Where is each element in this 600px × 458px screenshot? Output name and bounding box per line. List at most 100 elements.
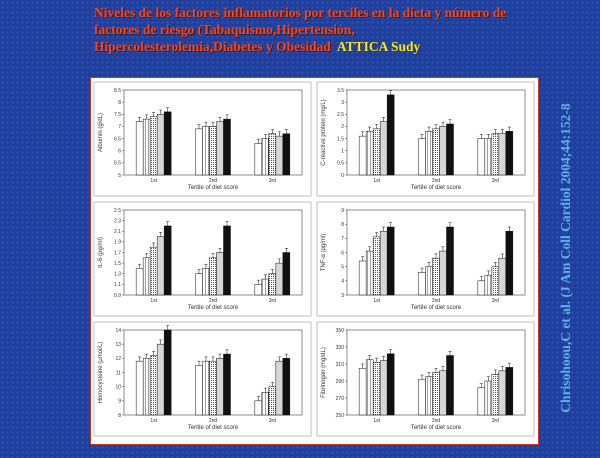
category-label: 3rd <box>492 178 499 184</box>
bar <box>142 118 151 176</box>
bar <box>446 226 454 296</box>
bar <box>261 278 270 296</box>
y-tick-label: 1.3 <box>114 272 121 278</box>
y-axis-label: Fibrinogen (mg/dL) <box>321 347 327 398</box>
bar <box>358 135 367 176</box>
bar <box>491 133 500 176</box>
bar <box>372 128 381 176</box>
y-tick-label: 3 <box>341 100 344 106</box>
y-tick-label: 6 <box>341 250 344 256</box>
bar <box>149 355 158 416</box>
bar <box>439 250 447 296</box>
y-tick-label: 8.5 <box>114 88 121 94</box>
y-tick-label: 5 <box>118 173 121 179</box>
y-tick-label: 1.9 <box>114 240 121 246</box>
y-tick-label: 8 <box>118 100 121 106</box>
chart-frame <box>93 201 312 317</box>
chart-5: 8 9 10 11 12 13 14 Homocysteine (μmol/L) 1st 2nd 3… <box>93 321 312 437</box>
chart-frame <box>316 81 535 197</box>
y-tick-label: 0.9 <box>114 293 121 299</box>
y-axis-label: IL-6 (pg/ml) <box>98 237 104 268</box>
bar <box>418 379 426 416</box>
x-axis-label: Tertile of diet score <box>411 185 462 191</box>
bar <box>386 94 395 176</box>
y-tick-label: 1.5 <box>337 136 344 142</box>
y-tick-label: 12 <box>115 356 121 362</box>
figure-panel: 5 5.5 6 6.5 7 7.5 8 8.5 Albumin (g/dL) 1st 2nd 3rd T… <box>90 77 539 445</box>
bar <box>202 360 210 416</box>
bar <box>195 128 203 176</box>
bar <box>491 266 500 296</box>
y-tick-label: 290 <box>336 379 345 385</box>
y-axis-label: C-reactive protein (mg/L) <box>321 99 327 165</box>
bar <box>386 353 395 416</box>
bar <box>477 138 486 176</box>
bar <box>425 376 433 416</box>
citation: Chrisohoou,C et al. (J Am Coll Cardiol 2… <box>558 103 573 413</box>
category-label: 3rd <box>269 298 276 304</box>
bar <box>282 252 291 296</box>
y-tick-label: 0 <box>341 173 344 179</box>
y-axis-label: TNF-α (pg/ml) <box>321 234 327 271</box>
bar <box>216 358 224 416</box>
chart-2: 0 0.5 1 1.5 2 2.5 3 3.5 C-reactive protein (mg/L… <box>316 81 535 197</box>
bar <box>446 123 454 176</box>
bar <box>358 260 367 296</box>
category-label: 1st <box>150 298 157 304</box>
y-tick-label: 8 <box>118 413 121 419</box>
y-tick-label: 7 <box>118 124 121 130</box>
y-tick-label: 2.5 <box>114 208 121 214</box>
bar <box>268 273 277 296</box>
bar <box>386 226 395 296</box>
chart-1: 5 5.5 6 6.5 7 7.5 8 8.5 Albumin (g/dL) 1st 2nd 3rd T… <box>93 81 312 197</box>
category-label: 2nd <box>209 418 218 424</box>
bar <box>432 257 440 296</box>
bar <box>439 126 447 176</box>
bar <box>477 387 486 416</box>
bar <box>425 266 433 296</box>
bar <box>202 268 210 296</box>
study-name: ATTICA Sudy <box>336 39 421 54</box>
bar <box>223 118 231 176</box>
category-label: 3rd <box>269 178 276 184</box>
chart-frame <box>93 81 312 197</box>
bar <box>209 257 217 296</box>
bar <box>254 400 263 416</box>
category-label: 1st <box>150 178 157 184</box>
x-axis-label: Tertile of diet score <box>188 305 239 311</box>
title-text: Niveles de los factores inflamatorios po… <box>94 5 507 54</box>
category-label: 3rd <box>492 418 499 424</box>
y-tick-label: 10 <box>115 384 121 390</box>
y-tick-label: 270 <box>336 396 345 402</box>
slide-title: Niveles de los factores inflamatorios po… <box>94 4 524 55</box>
y-tick-label: 7 <box>341 236 344 242</box>
y-tick-label: 250 <box>336 413 345 419</box>
bar <box>432 372 440 416</box>
y-tick-label: 8 <box>341 222 344 228</box>
y-tick-label: 1.7 <box>114 250 121 256</box>
y-tick-label: 0.5 <box>337 161 344 167</box>
bar <box>163 111 172 176</box>
bar <box>282 133 291 176</box>
category-label: 2nd <box>432 418 441 424</box>
y-tick-label: 5 <box>341 264 344 270</box>
y-tick-label: 9 <box>341 208 344 214</box>
chart-4: 3 4 5 6 7 8 9 TNF-α (pg/ml) 1st 2nd 3rd Tertile of … <box>316 201 535 317</box>
y-tick-label: 1.1 <box>114 282 121 288</box>
bar <box>498 257 507 296</box>
bar <box>142 257 151 296</box>
bar <box>156 343 165 416</box>
bar <box>142 358 151 416</box>
bar <box>195 273 203 296</box>
bar <box>163 329 172 416</box>
bar <box>358 368 367 416</box>
bar <box>268 386 277 416</box>
y-axis-label: Homocysteine (μmol/L) <box>98 342 104 404</box>
bar <box>484 274 493 296</box>
y-tick-label: 2.5 <box>337 112 344 118</box>
chart-frame <box>316 321 535 437</box>
bar <box>491 373 500 416</box>
bar <box>446 355 454 416</box>
chart-frame <box>93 321 312 437</box>
bar <box>282 358 291 416</box>
